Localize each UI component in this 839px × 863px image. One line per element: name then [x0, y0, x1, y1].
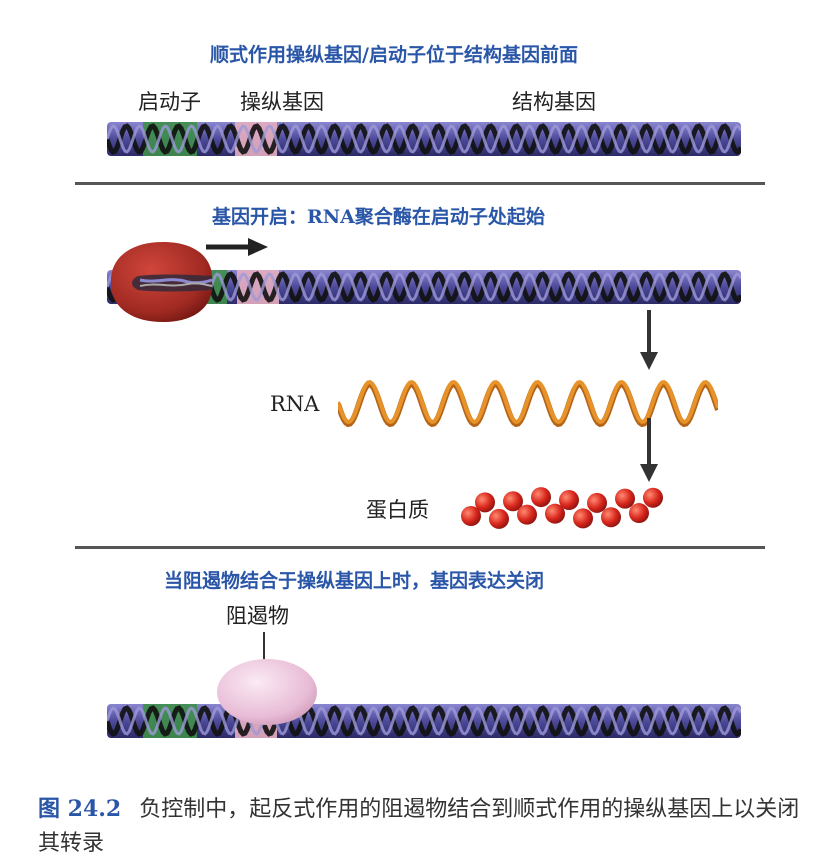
promoter-label: 启动子: [138, 90, 201, 114]
caption-text: 负控制中，起反式作用的阻遏物结合到顺式作用的操纵基因上以关闭其转录: [38, 797, 800, 856]
protein-label: 蛋白质: [366, 498, 429, 522]
divider-1: [75, 182, 765, 185]
transcription-arrow: [206, 238, 268, 256]
repressor-protein: [217, 659, 317, 725]
figure-caption: 图 24.2 负控制中，起反式作用的阻遏物结合到顺式作用的操纵基因上以关闭其转录: [38, 792, 818, 861]
arrow-rna-to-protein: [640, 418, 658, 482]
figure-number: 图 24.2: [38, 796, 122, 822]
panel1-title: 顺式作用操纵基因/启动子位于结构基因前面: [210, 44, 578, 66]
dna-helix-panel1: [107, 122, 741, 156]
repressor-pointer-line: [263, 632, 265, 662]
panel2-title: 基因开启：RNA聚合酶在启动子处起始: [212, 206, 545, 228]
operator-label: 操纵基因: [240, 90, 324, 114]
rna-label: RNA: [270, 392, 320, 416]
panel3-title: 当阻遏物结合于操纵基因上时，基因表达关闭: [164, 570, 545, 592]
rna-polymerase: [110, 242, 213, 322]
dna-helix-panel3: [107, 704, 741, 738]
structural-gene-label: 结构基因: [512, 90, 596, 114]
divider-2: [75, 546, 765, 549]
rna-strand: [338, 379, 718, 428]
repressor-label: 阻遏物: [226, 604, 289, 628]
arrow-dna-to-rna: [640, 310, 658, 370]
protein-chain: [461, 487, 663, 529]
